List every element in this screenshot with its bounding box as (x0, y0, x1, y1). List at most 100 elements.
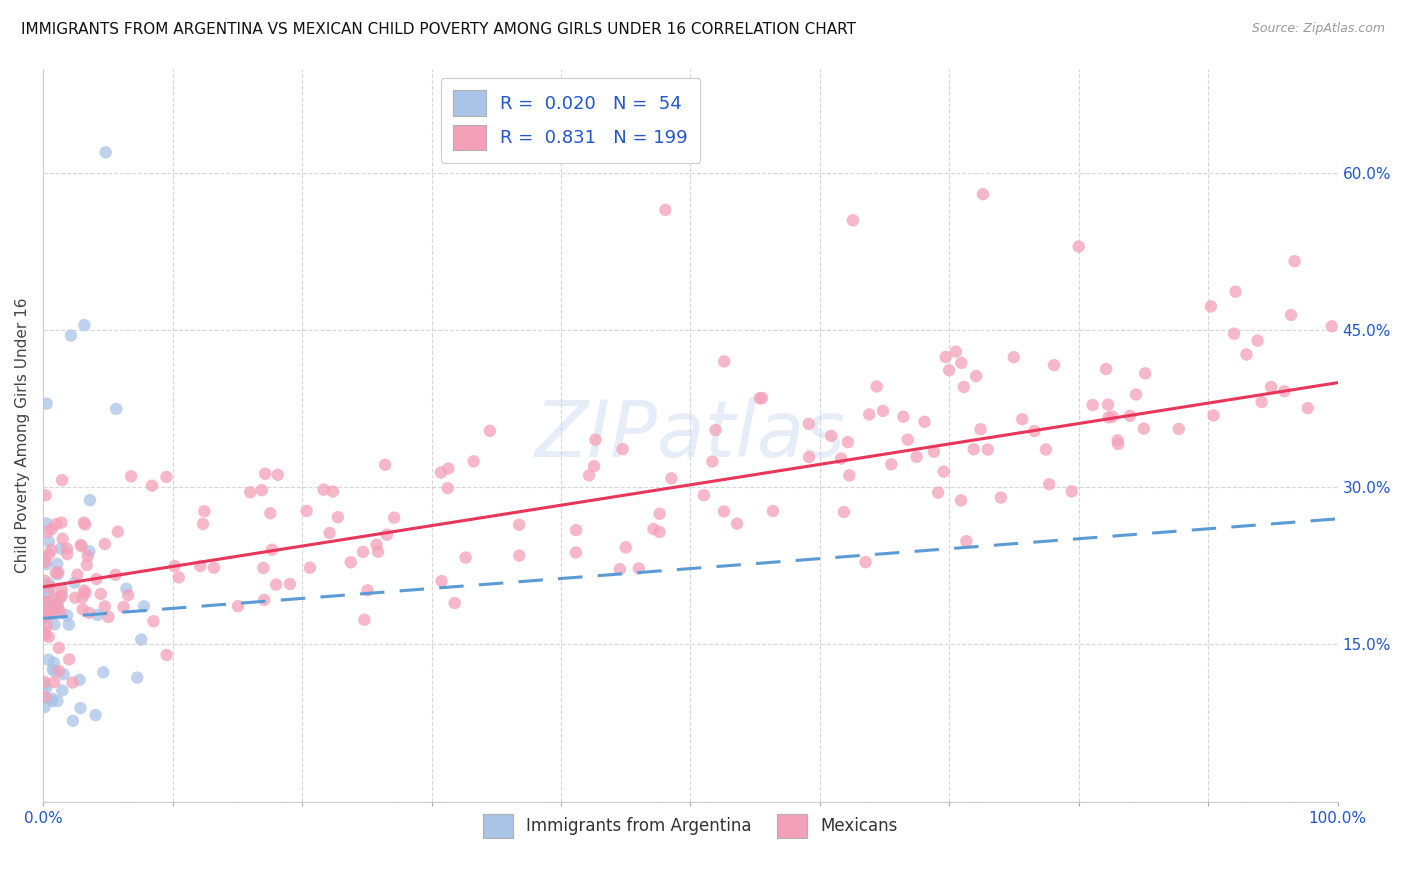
Point (339, 555, 361, 569)
Point (38, 603, 60, 617)
Point (51, 516, 73, 530)
Point (643, 522, 665, 536)
Point (35, 691, 58, 706)
Point (202, 560, 225, 574)
Point (239, 485, 262, 500)
Text: ZIPatlas: ZIPatlas (534, 397, 846, 473)
Point (49, 605, 72, 619)
Point (990, 491, 1012, 505)
Point (1133, 367, 1156, 381)
Point (39, 542, 62, 557)
Point (163, 559, 186, 574)
Point (1246, 334, 1268, 348)
Point (35, 600, 58, 615)
Point (34, 579, 56, 593)
Point (34, 574, 56, 588)
Point (62, 675, 84, 690)
Point (352, 545, 374, 559)
Point (1011, 412, 1033, 426)
Point (1202, 409, 1225, 423)
Point (252, 561, 274, 575)
Point (267, 467, 290, 482)
Point (842, 213, 865, 227)
Point (932, 465, 955, 479)
Point (39, 580, 62, 594)
Point (1038, 477, 1060, 491)
Point (627, 561, 650, 575)
Point (1107, 437, 1129, 451)
Point (77, 606, 100, 620)
Point (508, 517, 530, 532)
Point (84, 708, 107, 723)
Point (1284, 254, 1306, 268)
Point (1272, 384, 1295, 399)
Point (713, 504, 735, 518)
Point (72, 591, 94, 605)
Point (797, 417, 820, 431)
Text: IMMIGRANTS FROM ARGENTINA VS MEXICAN CHILD POVERTY AMONG GIRLS UNDER 16 CORRELAT: IMMIGRANTS FROM ARGENTINA VS MEXICAN CHI… (21, 22, 856, 37)
Point (1167, 422, 1189, 436)
Point (79, 493, 101, 508)
Point (132, 599, 155, 614)
Point (38, 604, 60, 618)
Point (1250, 395, 1272, 409)
Point (430, 466, 453, 480)
Point (127, 671, 149, 685)
Point (832, 505, 855, 519)
Point (75, 586, 97, 600)
Point (508, 549, 530, 563)
Point (52, 532, 75, 546)
Point (35, 558, 58, 572)
Point (46, 567, 69, 582)
Point (38, 586, 60, 600)
Point (51, 473, 73, 487)
Point (62, 714, 84, 728)
Point (34, 581, 56, 595)
Point (34, 595, 56, 609)
Point (38, 534, 60, 549)
Text: Source: ZipAtlas.com: Source: ZipAtlas.com (1251, 22, 1385, 36)
Point (955, 534, 977, 549)
Point (1107, 434, 1129, 448)
Point (565, 545, 588, 559)
Point (56, 608, 79, 623)
Point (39, 607, 62, 621)
Point (1035, 442, 1057, 457)
Point (34, 700, 56, 714)
Point (51, 683, 73, 698)
Point (105, 401, 128, 416)
Point (318, 525, 340, 540)
Point (167, 570, 190, 584)
Point (52, 667, 75, 681)
Point (46, 600, 69, 615)
Point (648, 507, 671, 521)
Point (963, 442, 986, 457)
Point (253, 593, 276, 607)
Point (35, 597, 58, 611)
Point (612, 442, 634, 457)
Point (72, 602, 94, 616)
Point (76, 558, 98, 572)
Point (56, 541, 79, 556)
Point (79, 544, 101, 558)
Point (46, 595, 69, 609)
Point (965, 369, 987, 384)
Y-axis label: Child Poverty Among Girls Under 16: Child Poverty Among Girls Under 16 (15, 297, 30, 573)
Point (891, 409, 914, 424)
Point (935, 350, 957, 364)
Point (880, 458, 903, 472)
Point (63, 591, 86, 605)
Point (725, 516, 748, 531)
Point (609, 562, 631, 576)
Point (1067, 239, 1090, 253)
Point (142, 614, 165, 628)
Point (51, 582, 73, 597)
Point (44, 617, 66, 632)
Point (262, 542, 284, 557)
Point (38, 630, 60, 644)
Point (155, 470, 177, 484)
Point (654, 202, 676, 217)
Point (41, 662, 63, 676)
Point (59, 328, 82, 343)
Point (69, 701, 91, 715)
